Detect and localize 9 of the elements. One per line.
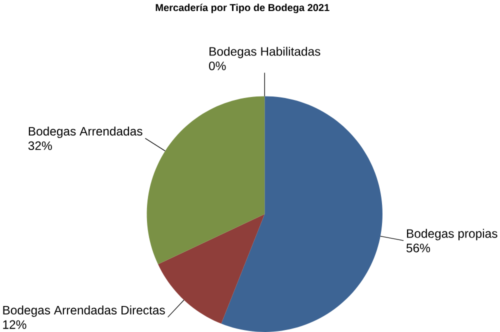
category-label: Bodegas Habilitadas	[210, 46, 320, 58]
slice-label: Bodegas propias	[407, 228, 498, 240]
slice-label: Bodegas Arrendadas Directas	[3, 306, 165, 317]
data-label: 56%	[406, 244, 430, 252]
data-label: 12%	[3, 320, 26, 329]
chart-title: Mercadería por Tipo de Bodega 2021	[156, 4, 330, 14]
text: 0%	[209, 62, 226, 70]
data-label: 32%	[28, 141, 52, 150]
slice-label: Bodegas Arrendadas	[28, 126, 142, 138]
